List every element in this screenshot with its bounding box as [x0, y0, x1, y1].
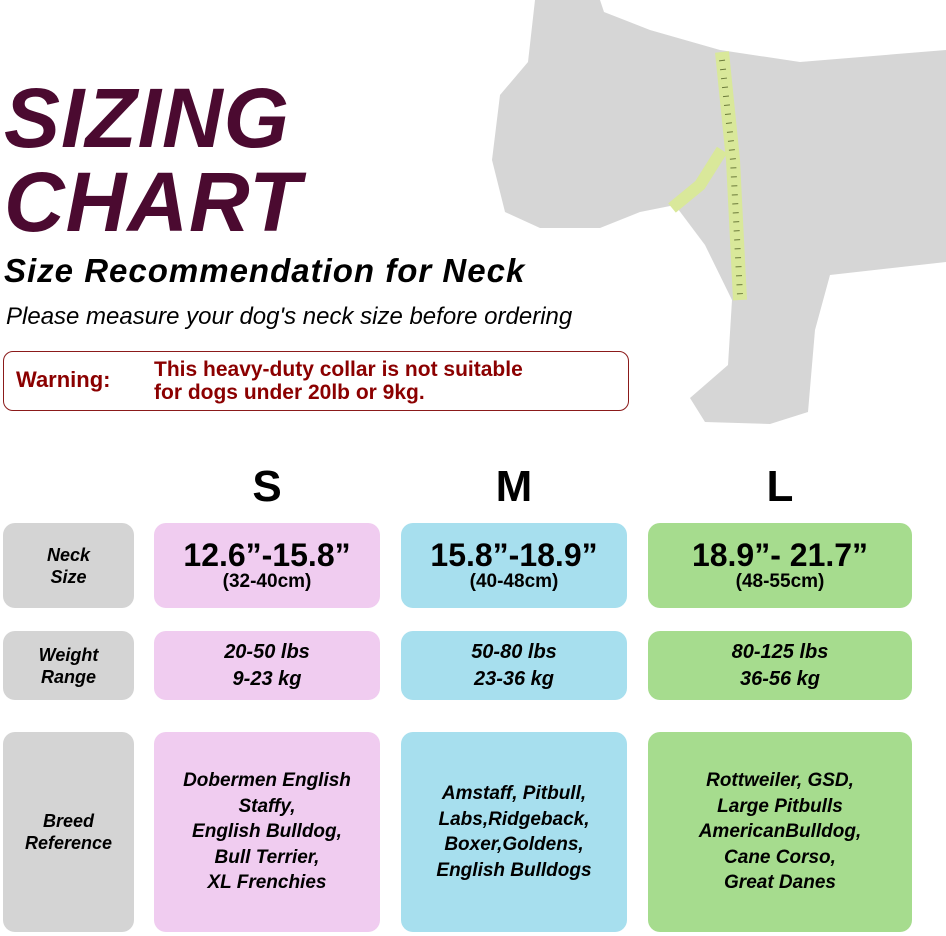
- label-text: Breed: [42, 811, 95, 831]
- dog-silhouette: [492, 0, 946, 424]
- breed-line: Large Pitbulls: [717, 795, 843, 817]
- title-line-1: SIZING: [4, 71, 291, 165]
- row-label-breed: Breed Reference: [3, 732, 134, 932]
- neck-inches: 18.9”- 21.7”: [691, 536, 869, 573]
- weight-l: 80-125 lbs 36-56 kg: [648, 631, 912, 700]
- neck-size-s: 12.6”-15.8” (32-40cm): [154, 523, 380, 608]
- breeds-l: Rottweiler, GSD, Large Pitbulls AmericanBu…: [648, 732, 912, 932]
- subtitle: Size Recommendation for Neck: [4, 252, 526, 289]
- size-header-l: L: [766, 462, 794, 511]
- warning-label: Warning:: [16, 367, 111, 392]
- weight-lbs: 50-80 lbs: [471, 640, 557, 663]
- label-text: Weight: [38, 644, 99, 665]
- weight-kg: 9-23 kg: [232, 667, 302, 690]
- breed-line: XL Frenchies: [207, 872, 327, 894]
- weight-lbs: 20-50 lbs: [224, 640, 310, 663]
- breed-line: AmericanBulldog,: [698, 821, 862, 843]
- breed-line: Dobermen English: [183, 770, 351, 792]
- breeds-s: Dobermen English Staffy, English Bulldog, B…: [154, 732, 380, 932]
- weight-kg: 36-56 kg: [739, 667, 821, 690]
- breed-line: Cane Corso,: [724, 846, 836, 868]
- neck-size-l: 18.9”- 21.7” (48-55cm): [648, 523, 912, 608]
- warning-box: Warning: This heavy-duty collar is not s…: [3, 351, 629, 411]
- size-header-m: M: [495, 462, 533, 511]
- breed-line: Amstaff, Pitbull,: [441, 783, 587, 804]
- neck-inches: 12.6”-15.8”: [183, 536, 351, 573]
- breed-line: English Bulldogs: [436, 859, 592, 881]
- label-text: Range: [40, 666, 96, 687]
- breed-line: Labs,Ridgeback,: [438, 808, 590, 830]
- weight-lbs: 80-125 lbs: [731, 640, 829, 663]
- title-line-2: CHART: [4, 155, 302, 249]
- weight-s: 20-50 lbs 9-23 kg: [154, 631, 380, 700]
- neck-size-m: 15.8”-18.9” (40-48cm): [401, 523, 627, 608]
- measuring-tape-icon: [715, 51, 747, 301]
- neck-cm: (40-48cm): [469, 570, 559, 592]
- label-text: Size: [50, 566, 87, 587]
- breeds-m: Amstaff, Pitbull, Labs,Ridgeback, Boxer,Go…: [401, 732, 627, 932]
- warning-line: This heavy-duty collar is not suitable: [154, 358, 523, 381]
- weight-kg: 23-36 kg: [473, 667, 555, 690]
- breed-line: Staffy,: [238, 795, 296, 817]
- breed-line: English Bulldog,: [192, 821, 342, 843]
- breed-line: Great Danes: [724, 872, 836, 894]
- warning-line: for dogs under 20lb or 9kg.: [154, 381, 425, 404]
- size-header-s: S: [252, 462, 282, 511]
- row-label-neck: Neck Size: [3, 523, 134, 608]
- warning-text: This heavy-duty collar is not suitable f…: [154, 358, 523, 404]
- neck-inches: 15.8”-18.9”: [430, 536, 598, 573]
- measuring-tape-branch: [668, 146, 728, 213]
- breed-line: Rottweiler, GSD,: [706, 770, 854, 792]
- label-text: Reference: [24, 833, 113, 853]
- label-text: Neck: [46, 544, 91, 565]
- weight-m: 50-80 lbs 23-36 kg: [401, 631, 627, 700]
- breed-line: Boxer,Goldens,: [444, 834, 584, 855]
- row-label-weight: Weight Range: [3, 631, 134, 700]
- breed-line: Bull Terrier,: [214, 846, 320, 868]
- neck-cm: (32-40cm): [222, 570, 312, 592]
- neck-cm: (48-55cm): [735, 570, 825, 592]
- instruction: Please measure your dog's neck size befo…: [6, 303, 573, 330]
